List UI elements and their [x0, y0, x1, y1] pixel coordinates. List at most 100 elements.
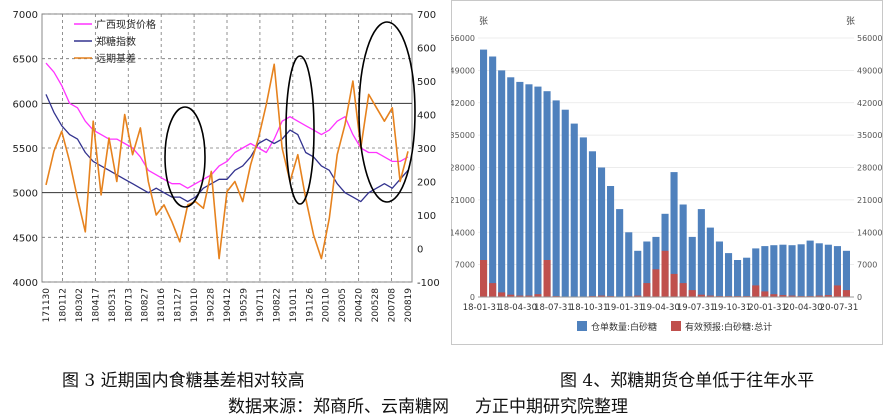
receipt-bar	[498, 70, 506, 298]
receipt-bar	[561, 109, 569, 297]
x-tick-label: 18-07-31	[534, 303, 573, 313]
forecast-bar	[842, 290, 850, 297]
x-tick-label: 190228	[207, 288, 217, 323]
x-tick-label: 200110	[322, 288, 332, 323]
x-tick-label: 19-07-31	[677, 303, 716, 313]
left-unit-label: 张	[479, 16, 488, 27]
caption-figure-3: 图 3 近期国内食糖基差相对较高	[62, 371, 305, 391]
x-tick-label: 19-01-31	[605, 303, 644, 313]
forecast-bar	[679, 283, 687, 297]
receipt-bar	[616, 209, 624, 297]
forecast-bar	[752, 285, 760, 297]
receipt-bar	[806, 240, 814, 297]
y-tick-label: 42000	[451, 99, 475, 108]
x-tick-label: 180713	[124, 288, 134, 322]
y-tick-label: 0	[470, 293, 475, 302]
forecast-bar	[833, 285, 841, 297]
x-tick-label: 181016	[157, 288, 167, 323]
y-tick-label-right: 28000	[857, 164, 882, 173]
y-tick-label: 21000	[451, 196, 475, 205]
receipt-bar	[489, 56, 497, 297]
forecast-bar	[480, 260, 488, 297]
x-tick-label: 180417	[91, 288, 101, 322]
series-line-1	[45, 62, 409, 189]
forecast-bar	[525, 295, 533, 297]
receipt-bar	[706, 227, 714, 297]
yright-tick-label: -100	[417, 278, 440, 289]
y-tick-label-right: 35000	[857, 131, 882, 140]
forecast-bar	[706, 295, 714, 297]
receipt-bar	[815, 243, 823, 297]
receipt-bar	[797, 244, 805, 297]
x-tick-label: 20-07-31	[820, 303, 859, 313]
receipt-bar	[480, 49, 488, 297]
yleft-tick-label: 6500	[13, 55, 38, 66]
x-tick-label: 200528	[371, 288, 381, 323]
legend-receipts: 仓单数量:白砂糖	[591, 321, 657, 333]
x-tick-label: 20-01-31	[748, 303, 787, 313]
x-tick-label: 180112	[58, 288, 68, 322]
y-tick-label: 35000	[451, 131, 475, 140]
forecast-bar	[489, 283, 497, 297]
receipt-bar	[643, 241, 651, 297]
forecast-bar	[670, 273, 678, 297]
forecast-bar	[824, 295, 832, 297]
receipt-bar	[552, 100, 560, 298]
forecast-bar	[788, 295, 796, 297]
y-tick-label-right: 14000	[857, 228, 882, 237]
x-tick-label: 19-04-30	[641, 303, 680, 313]
forecast-bar	[697, 294, 705, 297]
source-text: 数据来源：郑商所、云南糖网	[228, 397, 449, 417]
forecast-bar	[516, 295, 524, 297]
receipt-bar	[715, 241, 723, 297]
x-tick-label: 200420	[355, 288, 365, 323]
receipt-bar	[579, 137, 587, 297]
yright-tick-label: 400	[417, 111, 436, 122]
yright-tick-label: 300	[417, 144, 436, 155]
receipt-bar	[842, 250, 850, 298]
receipt-bar	[516, 81, 524, 298]
forecast-bar	[770, 294, 778, 297]
receipt-bar	[725, 253, 733, 297]
forecast-bar	[634, 295, 642, 297]
legend-forecast: 有效预报:白砂糖:总计	[685, 321, 772, 333]
series-line-3	[45, 63, 409, 260]
receipt-bar	[824, 244, 832, 297]
receipt-bar	[598, 167, 606, 297]
receipt-bar	[634, 250, 642, 298]
source-org: 方正中期研究院整理	[475, 397, 628, 417]
receipt-bar	[779, 244, 787, 297]
forecast-bar	[534, 294, 542, 297]
receipt-bar	[788, 245, 796, 297]
forecast-bar	[661, 250, 669, 298]
yright-tick-label: 700	[417, 10, 436, 21]
yleft-tick-label: 4000	[13, 278, 38, 289]
x-tick-label: 180531	[108, 288, 118, 322]
y-tick-label: 14000	[451, 228, 475, 237]
yright-tick-label: 100	[417, 211, 436, 222]
receipt-bar	[507, 77, 515, 297]
receipt-bar	[688, 236, 696, 297]
x-tick-label: 19-10-31	[713, 303, 752, 313]
x-tick-label: 18-10-31	[570, 303, 609, 313]
yleft-tick-label: 7000	[13, 10, 38, 21]
x-tick-label: 190412	[223, 288, 233, 322]
forecast-bar	[598, 295, 606, 297]
legend-zhengzhou-index: 郑糖指数	[96, 35, 136, 48]
x-tick-label: 200819	[404, 288, 414, 323]
x-tick-label: 180302	[75, 288, 85, 322]
yright-tick-label: 200	[417, 178, 436, 189]
y-tick-label: 49000	[451, 66, 475, 75]
x-tick-label: 181127	[174, 288, 184, 322]
receipt-bar	[588, 151, 596, 297]
receipt-bar	[652, 236, 660, 297]
x-tick-label: 180827	[141, 288, 151, 322]
receipt-bar	[670, 172, 678, 297]
x-tick-label: 171130	[42, 288, 52, 323]
forecast-bar	[779, 295, 787, 297]
legend-forward-basis: 远期基差	[96, 52, 136, 65]
yleft-tick-label: 6000	[13, 99, 38, 110]
y-tick-label-right: 0	[857, 293, 862, 302]
basis-chart: 4000 4500 5000 5500 6000 6500 7000 -100 0 100 200…	[0, 0, 450, 350]
x-tick-label: 18-04-30	[498, 303, 537, 313]
